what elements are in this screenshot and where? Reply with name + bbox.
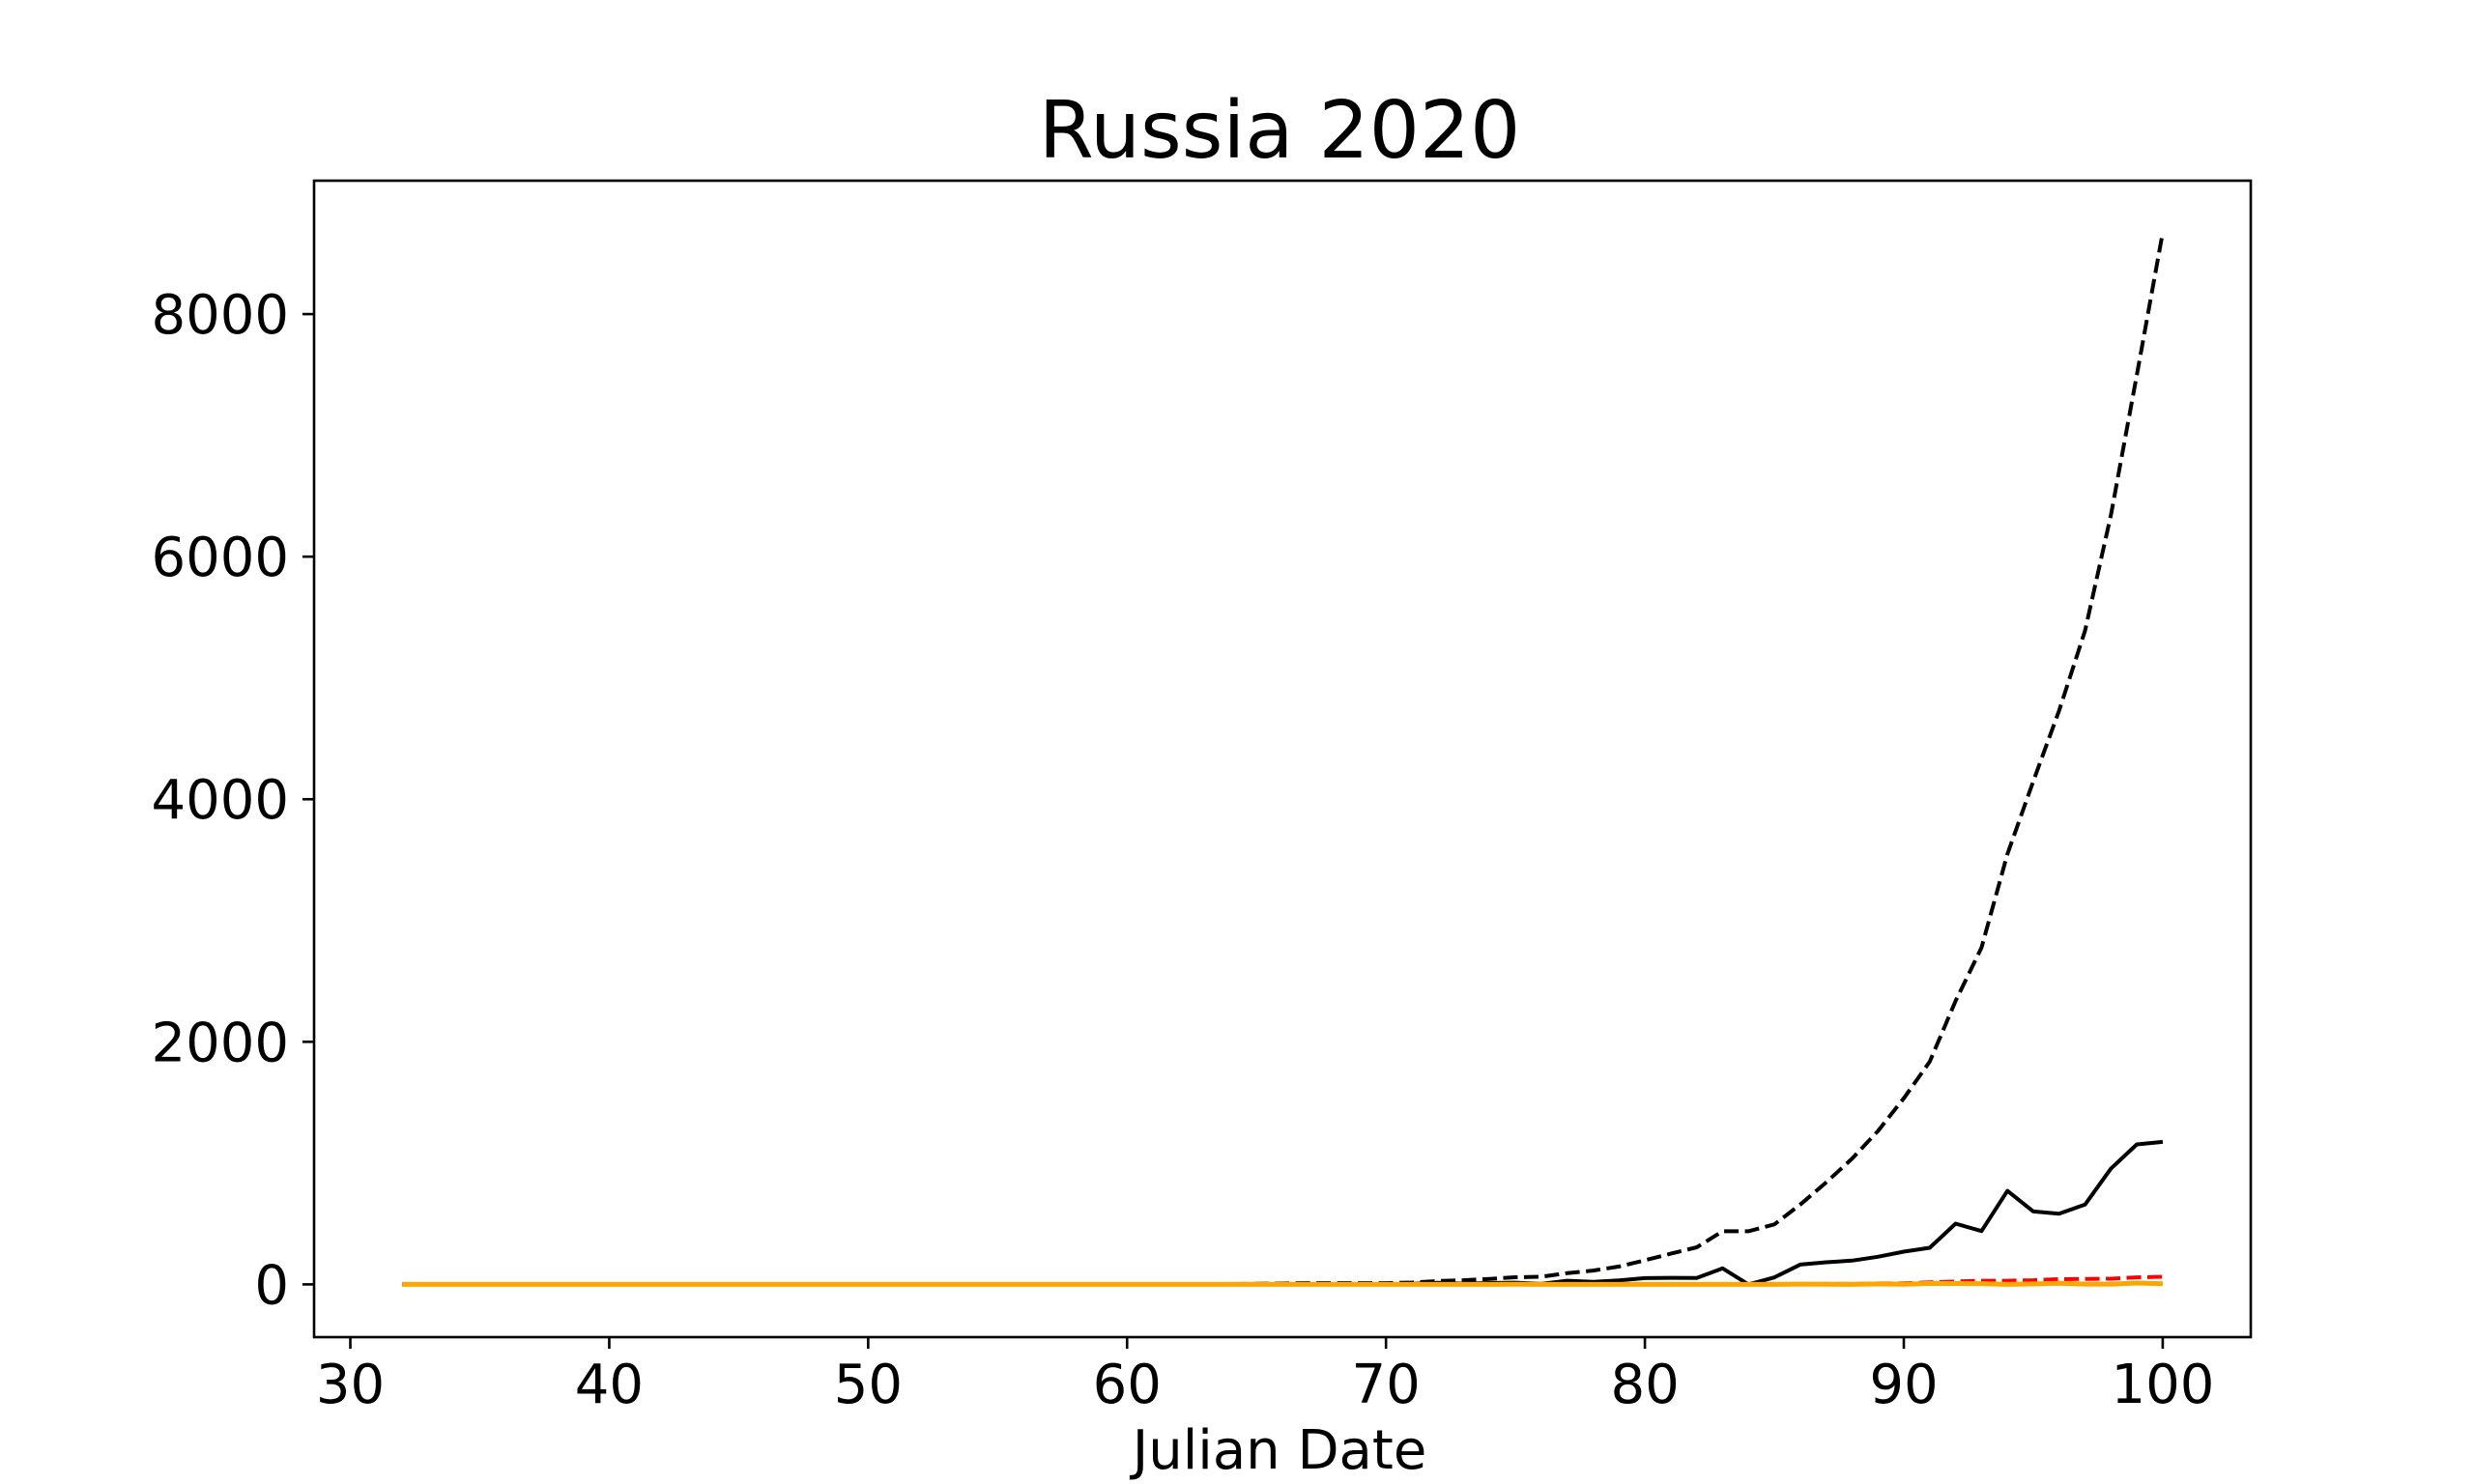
x-tick-label: 100 [2111, 1354, 2214, 1416]
x-tick-label: 80 [1610, 1354, 1679, 1416]
x-axis-label: Julian Date [1130, 1419, 1427, 1482]
y-tick-label: 4000 [151, 769, 289, 832]
x-axis: 30 40 50 60 70 80 90 100 [316, 1337, 2214, 1416]
x-tick-label: 60 [1093, 1354, 1162, 1416]
x-tick-label: 70 [1352, 1354, 1421, 1416]
y-tick-label: 8000 [151, 284, 289, 347]
chart-title: Russia 2020 [1039, 85, 1521, 177]
series-line-4 [402, 1280, 2163, 1287]
y-tick-label: 2000 [151, 1012, 289, 1074]
series-layer [402, 232, 2165, 1287]
x-tick-label: 90 [1869, 1354, 1938, 1416]
y-tick-label: 6000 [151, 527, 289, 589]
x-tick-label: 40 [575, 1354, 644, 1416]
y-axis: 0 2000 4000 6000 8000 [151, 284, 314, 1317]
y-tick-label: 0 [254, 1254, 289, 1317]
x-tick-label: 30 [316, 1354, 385, 1416]
x-tick-label: 50 [834, 1354, 903, 1416]
plot-frame [312, 179, 2253, 1339]
